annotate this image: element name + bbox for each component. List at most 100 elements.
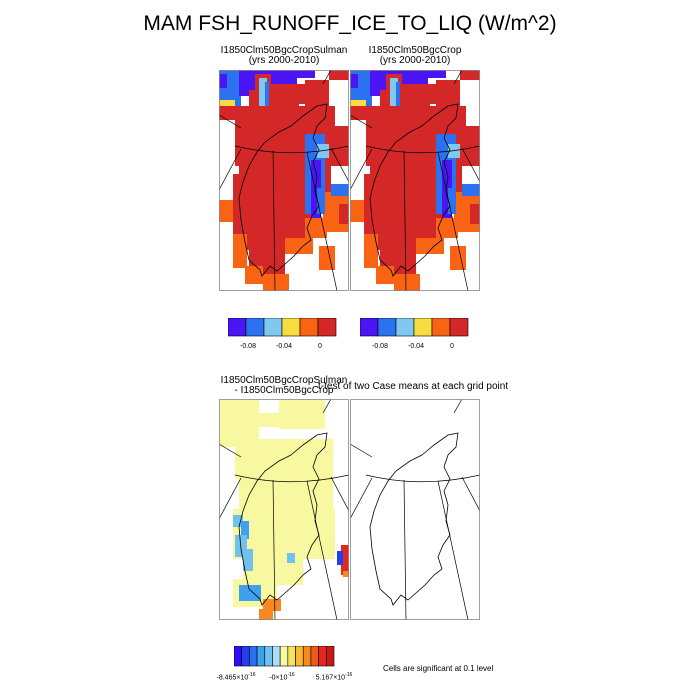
map-ttest-meridian-4 (461, 476, 480, 512)
map-sulman-grid-cell (219, 100, 235, 110)
colorbar-crop-box (449, 318, 469, 337)
colorbar-sulman-tick-2: -0.04 (276, 343, 292, 350)
colorbar-diff-box (318, 646, 327, 667)
map-sulman-latitude-line (234, 145, 349, 154)
map-crop-grid-cell (350, 74, 358, 88)
colorbar-sulman (228, 318, 337, 337)
colorbar-sulman-box (317, 318, 337, 337)
map-sulman-coastline (238, 103, 328, 277)
panel-3-title-line2: - I1850Clm50BgcCrop (234, 385, 334, 396)
colorbar-sulman-box (281, 318, 301, 337)
colorbar-diff-tick-1-exponent: -16 (248, 672, 256, 678)
panel-2-title-line1: I1850Clm50BgcCrop (368, 45, 462, 56)
colorbar-diff-box (272, 646, 281, 667)
map-diff-grid-cell (263, 599, 281, 611)
map-diff-grid-cell (279, 399, 325, 429)
map-sulman-meridian-3 (219, 148, 242, 191)
map-diff-grid-cell (243, 549, 253, 571)
map-sulman-grid-cell (265, 82, 269, 106)
map-diff-grid-cell (257, 413, 279, 427)
map-sulman-meridian-2 (306, 151, 338, 291)
map-crop-meridian-3 (350, 148, 373, 191)
map-crop-grid-cell (448, 188, 456, 214)
map-crop-meridian-5 (350, 114, 373, 129)
map-sulman-grid-cell (285, 238, 313, 254)
colorbar-sulman-box (263, 318, 283, 337)
colorbar-diff-tick-3-mantissa: 5.167×10 (315, 674, 346, 682)
map-crop-grid-cell (396, 82, 400, 106)
map-crop-meridian-6 (453, 70, 463, 85)
colorbar-diff-box (287, 646, 296, 667)
colorbar-crop-box (413, 318, 433, 337)
colorbar-crop-box (431, 318, 451, 337)
significance-note: Cells are significant at 0.1 level (383, 664, 494, 673)
colorbar-crop-tick-1: -0.08 (372, 343, 388, 350)
map-sulman-grid-cell (317, 188, 325, 214)
colorbar-crop (360, 318, 469, 337)
map-crop-grid-cell (426, 70, 446, 78)
map-ttest-meridian-5 (350, 443, 373, 458)
colorbar-diff-box (326, 646, 335, 667)
colorbar-sulman-box (299, 318, 319, 337)
map-panel-difference (219, 399, 349, 620)
map-sulman-grid-cell (319, 246, 335, 270)
panel-1-title: I1850Clm50BgcCropSulman (yrs 2000-2010) (219, 46, 349, 66)
map-sulman-grid-cell (329, 70, 349, 80)
colorbar-crop-tick-3: 0 (450, 343, 454, 350)
map-sulman-meridian-4 (330, 147, 349, 183)
map-diff-grid-cell (241, 521, 249, 539)
map-diff-meridian-4 (330, 476, 349, 512)
map-ttest-frame (350, 399, 480, 620)
map-diff-grid-cell (235, 439, 333, 479)
colorbar-sulman-box (228, 318, 247, 337)
map-diff-grid-cell (341, 545, 349, 575)
map-diff-latitude-line (234, 474, 349, 483)
colorbar-diff-box (234, 646, 242, 667)
map-diff-meridian-2 (306, 480, 338, 620)
panel-3-title: I1850Clm50BgcCropSulman - I1850Clm50BgcC… (219, 376, 349, 396)
colorbar-diff-box (264, 646, 273, 667)
map-crop-grid-cell (416, 238, 444, 254)
map-sulman-grid-cell (305, 218, 327, 238)
map-sulman-meridian-1 (272, 150, 276, 291)
map-sulman-grid-cell (219, 74, 227, 88)
map-panel-ttest (350, 399, 480, 620)
map-crop-grid-cell (400, 70, 428, 84)
colorbar-diff-tick-2-mantissa: -0×10 (269, 674, 288, 682)
colorbar-diff-box (279, 646, 289, 667)
colorbar-diff-box (310, 646, 319, 667)
map-diff-meridian-1 (272, 479, 276, 620)
panel-4-title: t-test of two Case means at each grid po… (318, 382, 518, 392)
colorbar-diff-box (256, 646, 266, 667)
colorbar-crop-box (377, 318, 397, 337)
map-diff-meridian-5 (219, 443, 242, 458)
map-diff-grid-cell (337, 551, 343, 565)
map-ttest-latitude-line (365, 474, 480, 483)
colorbar-difference (234, 646, 335, 667)
colorbar-diff-tick-3-exponent: -16 (345, 672, 353, 678)
map-sulman-grid-cell (219, 106, 239, 120)
map-sulman-grid-cell (245, 266, 263, 284)
map-crop-grid-cell (350, 100, 366, 110)
map-sulman-grid-cell (271, 84, 309, 104)
map-diff-grid-cell (287, 553, 295, 563)
map-ttest-meridian-1 (403, 479, 407, 620)
colorbar-sulman-tick-3: 0 (318, 343, 322, 350)
map-crop-grid-cell (436, 218, 458, 238)
colorbar-crop-tick-2: -0.04 (408, 343, 424, 350)
colorbar-sulman-box (245, 318, 265, 337)
map-crop-grid-cell (450, 246, 466, 270)
figure-title: MAM FSH_RUNOFF_ICE_TO_LIQ (W/m^2) (143, 12, 557, 35)
map-sulman-grid-cell (331, 184, 349, 196)
colorbar-diff-box (302, 646, 312, 667)
map-crop-grid-cell (390, 78, 398, 108)
colorbar-diff-box (241, 646, 250, 667)
map-crop-grid-cell (350, 200, 364, 222)
colorbar-diff-tick-1: -8.465×10-16 (217, 672, 256, 681)
map-crop-grid-cell (448, 144, 460, 158)
map-sulman-frame (219, 70, 349, 291)
map-crop-meridian-1 (403, 150, 407, 291)
map-sulman-grid-cell (219, 200, 233, 222)
colorbar-diff-tick-1-mantissa: -8.465×10 (216, 674, 249, 682)
